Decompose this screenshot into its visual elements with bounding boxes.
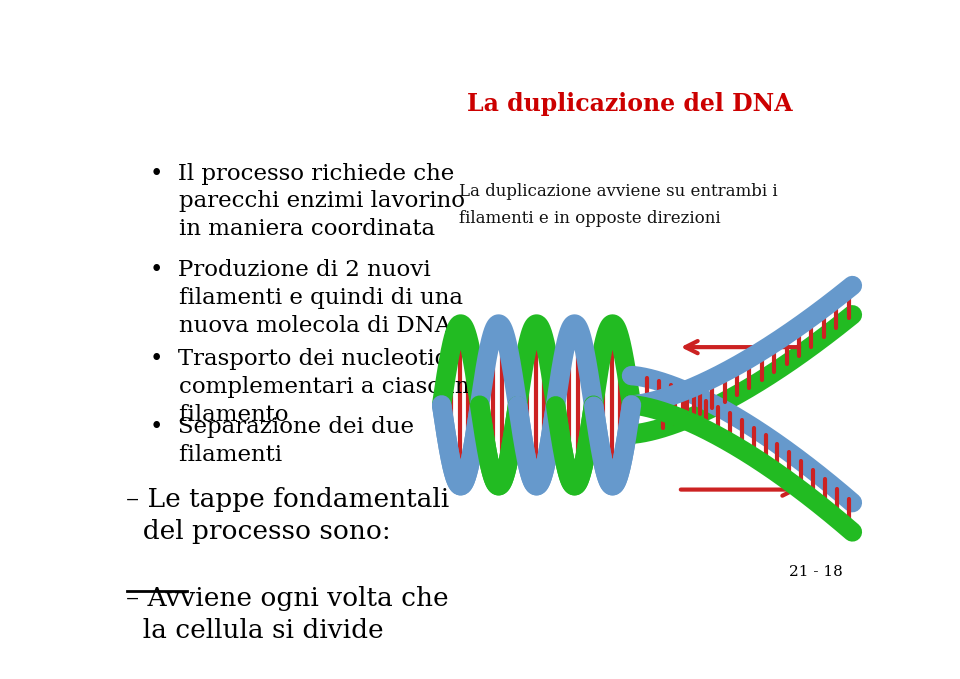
Text: filamenti e in opposte direzioni: filamenti e in opposte direzioni xyxy=(459,210,720,227)
Text: – Avviene ogni volta che
  la cellula si divide: – Avviene ogni volta che la cellula si d… xyxy=(126,586,448,643)
Text: La duplicazione del DNA: La duplicazione del DNA xyxy=(467,92,792,116)
Text: •  Separazione dei due
    filamenti: • Separazione dei due filamenti xyxy=(150,416,414,466)
Text: •  Trasporto dei nucleotidi
    complementari a ciascun
    filamento: • Trasporto dei nucleotidi complementari… xyxy=(150,348,469,426)
Text: 21 - 18: 21 - 18 xyxy=(789,564,843,579)
Text: •  Il processo richiede che
    parecchi enzimi lavorino
    in maniera coordina: • Il processo richiede che parecchi enzi… xyxy=(150,162,465,240)
Text: La duplicazione avviene su entrambi i: La duplicazione avviene su entrambi i xyxy=(459,183,778,200)
Text: •  Produzione di 2 nuovi
    filamenti e quindi di una
    nuova molecola di DNA: • Produzione di 2 nuovi filamenti e quin… xyxy=(150,259,463,337)
Text: – Le tappe fondamentali
  del processo sono:: – Le tappe fondamentali del processo son… xyxy=(126,487,449,544)
